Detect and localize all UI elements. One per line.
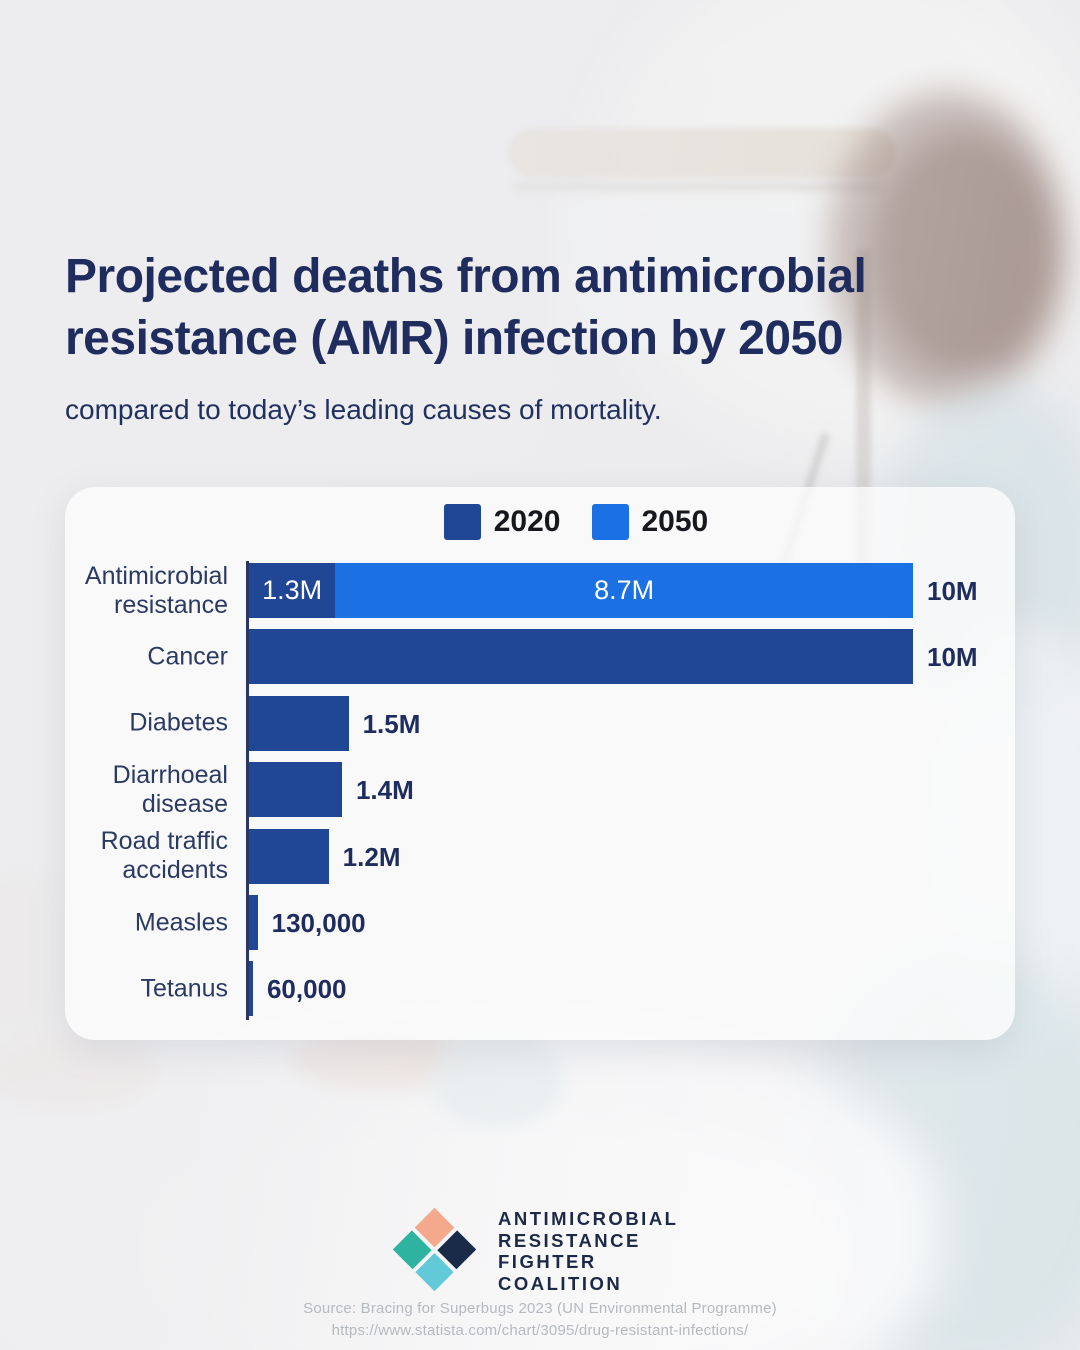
legend-label: 2050 bbox=[641, 505, 709, 538]
bar-group: 130,000 bbox=[249, 895, 1015, 950]
category-label: Measles bbox=[134, 908, 228, 936]
photo-wall-highlight bbox=[600, 0, 1080, 440]
bar-total-label: 1.4M bbox=[355, 775, 414, 806]
bar-group: 60,000 bbox=[249, 961, 1015, 1017]
legend-swatch-2020 bbox=[443, 504, 481, 540]
y-axis-line bbox=[246, 561, 249, 1020]
bar-segment-2020 bbox=[249, 961, 253, 1017]
chart-row: Diabetes 1.5M bbox=[65, 695, 1015, 751]
bar-value-label: 1.3M bbox=[262, 575, 323, 605]
category-label: Diarrhoeal disease bbox=[112, 760, 228, 818]
arfc-logo-icon bbox=[391, 1206, 477, 1292]
legend-label: 2020 bbox=[493, 505, 561, 538]
bar-total-label: 10M bbox=[927, 642, 978, 673]
source-line-2: https://www.statista.com/chart/3095/drug… bbox=[331, 1322, 749, 1339]
logo-line-3: FIGHTER bbox=[498, 1251, 597, 1272]
chart-row: Measles 130,000 bbox=[65, 895, 1015, 950]
category-label: Road traffic accidents bbox=[100, 827, 228, 885]
legend-item-2050: 2050 bbox=[591, 504, 709, 540]
category-label: Antimicrobial resistance bbox=[84, 561, 228, 619]
bar-segment-2020 bbox=[249, 828, 329, 884]
page-title-line-2: resistance (AMR) infection by 2050 bbox=[65, 312, 843, 365]
chart-card: 2020 2050 Antimicrobial resistance 1.3M 8.7… bbox=[65, 487, 1015, 1040]
bar-segment-2020 bbox=[249, 563, 336, 618]
bar-total-label: 1.2M bbox=[342, 841, 401, 872]
photo-patient-gown bbox=[428, 1032, 563, 1127]
bar-segment-2050 bbox=[335, 563, 913, 618]
page-subtitle: compared to today’s leading causes of mo… bbox=[65, 394, 662, 425]
bar-segment-2020 bbox=[249, 629, 913, 685]
logo-line-4: COALITION bbox=[498, 1272, 623, 1294]
bar-segment-2020 bbox=[249, 695, 349, 751]
photo-nurse-hair-shade bbox=[872, 132, 1052, 372]
legend-item-2020: 2020 bbox=[443, 504, 561, 540]
category-label: Tetanus bbox=[140, 974, 228, 1003]
chart-row: Cancer 10M bbox=[65, 629, 1015, 685]
bar-group: 1.4M bbox=[249, 762, 1015, 818]
arfc-logo-diamond bbox=[392, 1207, 476, 1291]
arfc-logo-wordmark: ANTIMICROBIAL RESISTANCE FIGHTER COALITI… bbox=[498, 1208, 678, 1294]
photo-bed-rail bbox=[508, 128, 896, 178]
chart-legend: 2020 2050 bbox=[65, 504, 1015, 540]
chart-row: Antimicrobial resistance 1.3M 8.7M 10M bbox=[65, 562, 1015, 619]
bar-total-label: 10M bbox=[927, 576, 978, 606]
bar-segment-2020 bbox=[249, 895, 258, 950]
legend-swatch-2050 bbox=[591, 504, 629, 540]
photo-rail-shadow bbox=[514, 182, 882, 192]
bar-group: 1.2M bbox=[249, 828, 1015, 884]
category-label: Diabetes bbox=[129, 708, 228, 737]
photo-patient-hand bbox=[0, 1032, 160, 1110]
page-title-line-1: Projected deaths from antimicrobial bbox=[65, 250, 867, 303]
chart-rows: Antimicrobial resistance 1.3M 8.7M 10M Cance… bbox=[65, 487, 1015, 1040]
bar-group: 10M bbox=[249, 629, 1015, 685]
bar-group: 1.3M 8.7M 10M bbox=[249, 563, 1015, 618]
bar-total-label: 130,000 bbox=[271, 908, 366, 938]
bar-segment-2020 bbox=[249, 762, 342, 818]
bar-group: 1.5M bbox=[249, 695, 1015, 751]
chart-row: Tetanus 60,000 bbox=[65, 961, 1015, 1017]
bar-value-label: 8.7M bbox=[594, 575, 655, 605]
page-title: Projected deaths from antimicrobial resi… bbox=[65, 246, 867, 370]
category-label: Cancer bbox=[147, 642, 228, 671]
chart-row: Road traffic accidents 1.2M bbox=[65, 827, 1015, 884]
chart-row: Diarrhoeal disease 1.4M bbox=[65, 761, 1015, 818]
bar-total-label: 1.5M bbox=[362, 708, 421, 739]
source-line-1: Source: Bracing for Superbugs 2023 (UN E… bbox=[303, 1300, 777, 1317]
logo-line-1: ANTIMICROBIAL bbox=[498, 1208, 679, 1229]
logo-line-2: RESISTANCE bbox=[498, 1229, 641, 1251]
bar-total-label: 60,000 bbox=[266, 974, 347, 1005]
